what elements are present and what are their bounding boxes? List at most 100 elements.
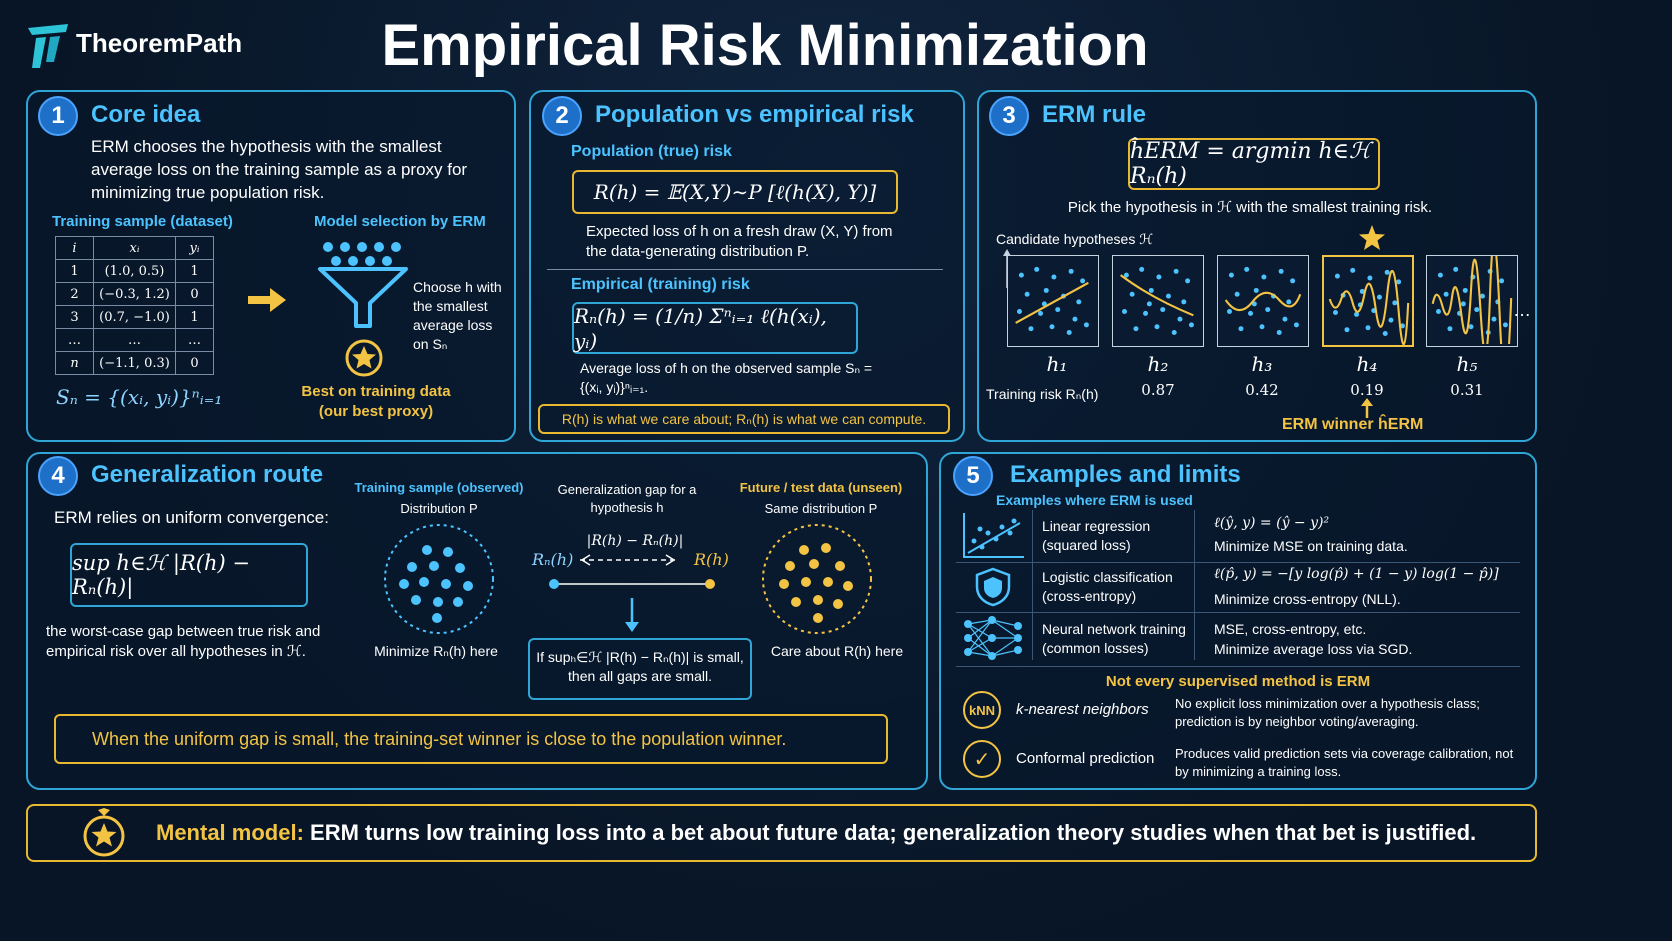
panel-generalization-route	[26, 452, 928, 790]
neural-network-icon	[960, 614, 1026, 667]
data-point	[1165, 293, 1171, 299]
data-point	[1259, 324, 1265, 330]
data-point	[1453, 266, 1459, 272]
data-point	[1286, 299, 1292, 305]
training-sample-table: i xᵢ yᵢ 1 (1.0, 0.5) 1 2 (−0.3, 1.2) 0 3 (0.7…	[55, 236, 214, 375]
panel-number: 3	[989, 96, 1029, 136]
funnel-icon	[314, 238, 414, 343]
data-point	[1146, 301, 1152, 307]
data-point	[1392, 300, 1398, 306]
limits-title: Not every supervised method is ERM	[1105, 673, 1371, 690]
data-point	[1468, 324, 1474, 330]
row-divider	[956, 612, 1520, 613]
data-point	[1344, 327, 1350, 333]
data-point	[1148, 287, 1154, 293]
data-point	[1173, 268, 1179, 274]
checkmark-icon: ✓	[963, 740, 1001, 778]
hypothesis-thumbnail	[1322, 255, 1414, 347]
row-divider	[956, 666, 1520, 667]
data-point	[1121, 308, 1127, 314]
training-sample-cluster	[382, 522, 496, 641]
hypothesis-label: h₂	[1147, 352, 1169, 376]
data-point	[1244, 266, 1250, 272]
gap-right-label: R(h)	[694, 550, 729, 569]
table-row: 1 (1.0, 0.5) 1	[55, 259, 214, 283]
erm-rule-description: Pick the hypothesis in ℋ with the smalle…	[1067, 199, 1433, 216]
logo-icon	[26, 22, 70, 70]
hypothesis-curve	[1328, 270, 1410, 346]
data-point	[1177, 316, 1183, 322]
uniform-convergence-intro: ERM relies on uniform convergence:	[54, 508, 329, 527]
data-point	[1499, 278, 1505, 284]
data-point	[1443, 291, 1449, 297]
data-point	[1479, 293, 1485, 299]
data-point	[1265, 307, 1271, 313]
panel-number: 1	[38, 96, 78, 136]
hypothesis-risk: 0.87	[1141, 381, 1175, 399]
gap-left-label: Rₙ(h)	[532, 550, 574, 569]
gap-note: If supₕ∈ℋ |R(h) − Rₙ(h)| is small, then …	[528, 638, 752, 700]
candidates-label: Candidate hypotheses ℋ	[996, 231, 1154, 247]
hypothesis-curve	[1224, 291, 1302, 312]
limit-description: No explicit loss minimization over a hyp…	[1175, 696, 1480, 729]
data-point	[1133, 326, 1139, 332]
hypothesis-curve	[1431, 241, 1513, 380]
selection-text: Choose h with the smallest average loss …	[413, 279, 502, 352]
panel-number: 4	[38, 456, 78, 496]
table-row: n (−1.1, 0.3) 0	[55, 351, 214, 375]
mental-model-text: Mental model: ERM turns low training los…	[156, 820, 1476, 846]
panel-title: Generalization route	[91, 461, 324, 488]
training-risk-label: Training risk Rₙ(h)	[986, 386, 1099, 402]
data-point	[1143, 310, 1149, 316]
empirical-risk-description: Average loss of h on the observed sample…	[580, 360, 873, 395]
generalization-banner: When the uniform gap is small, the train…	[54, 714, 888, 764]
data-point	[1160, 307, 1166, 313]
data-point	[1290, 278, 1296, 284]
erm-winner-label: ERM winner ĥERM	[1282, 416, 1424, 433]
table-header: yᵢ	[175, 236, 214, 260]
example-name: Linear regression (squared loss)	[1042, 518, 1151, 553]
data-point	[1181, 299, 1187, 305]
training-caption: Minimize Rₙ(h) here	[374, 643, 498, 659]
hypothesis-thumbnail	[1217, 255, 1309, 347]
data-point	[1185, 278, 1191, 284]
risk-note: R(h) is what we care about; Rₙ(h) is wha…	[538, 404, 950, 434]
test-data-cluster	[760, 522, 874, 641]
mental-model-footer	[26, 804, 1537, 862]
limit-name: k-nearest neighbors	[1016, 701, 1149, 718]
gap-diagram	[544, 552, 724, 641]
table-header: xᵢ	[93, 236, 176, 260]
example-name: Neural network training (common losses)	[1042, 621, 1186, 656]
data-point	[1038, 310, 1044, 316]
mental-model-label: Mental model:	[156, 820, 304, 845]
data-point	[1278, 268, 1284, 274]
hypothesis-thumbnail	[1112, 255, 1204, 347]
data-point	[1447, 326, 1453, 332]
up-arrow-icon	[1360, 398, 1374, 423]
data-point	[1334, 273, 1340, 279]
data-point	[1354, 311, 1360, 317]
example-description: Minimize average loss via SGD.	[1214, 641, 1413, 657]
hypothesis-risk: 0.42	[1245, 381, 1279, 399]
ellipsis: …	[1513, 300, 1531, 320]
data-point	[1261, 274, 1267, 280]
data-point	[1238, 326, 1244, 332]
hypothesis-curve	[1120, 274, 1194, 317]
data-point	[1066, 330, 1072, 336]
data-point	[1384, 269, 1390, 275]
data-point	[1156, 274, 1162, 280]
data-point	[1491, 316, 1497, 322]
data-point	[1129, 291, 1135, 297]
hypothesis-label: h₃	[1251, 352, 1273, 376]
table-row: 2 (−0.3, 1.2) 0	[55, 282, 214, 306]
divider	[547, 269, 943, 270]
data-point	[1083, 322, 1089, 328]
example-formula: MSE, cross-entropy, etc.	[1214, 621, 1367, 637]
gap-title: Generalization gap for a hypothesis h	[557, 482, 697, 515]
table-header: i	[55, 236, 94, 260]
table-row: 3 (0.7, −1.0) 1	[55, 305, 214, 329]
empirical-risk-title: Empirical (training) risk	[571, 276, 750, 293]
brand-name[interactable]: TheoremPath	[76, 28, 243, 58]
panel-number: 5	[953, 456, 993, 496]
data-point	[1253, 287, 1259, 293]
